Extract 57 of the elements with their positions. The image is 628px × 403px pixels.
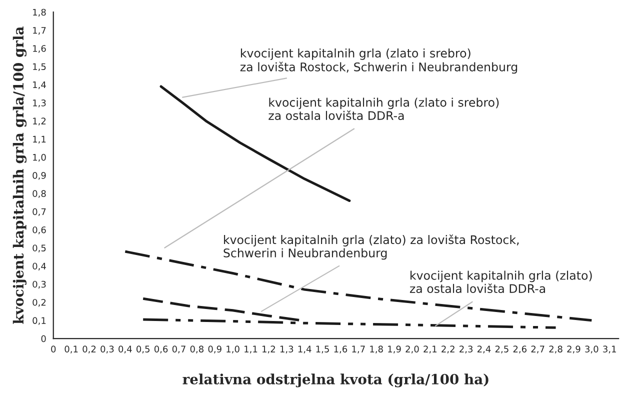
x-tick-label: 2,5 <box>495 346 508 354</box>
x-tick-label: 1,3 <box>280 346 294 354</box>
x-tick-label: 1,5 <box>316 346 329 354</box>
x-tick-label: 1,2 <box>262 346 275 354</box>
y-tick-label: 0 <box>41 335 46 342</box>
x-tick-label: 0,8 <box>190 346 204 354</box>
y-tick-label: 0,1 <box>32 317 46 325</box>
y-axis-title: kvocijent kapitalnih grla grla/100 grla <box>12 26 27 324</box>
y-tick-label: 1,8 <box>33 8 46 17</box>
x-tick-label: 2,1 <box>424 346 437 354</box>
x-axis-title: relativna odstrjelna kvota (grla/100 ha) <box>182 374 488 388</box>
x-tick-label: 1,8 <box>370 346 383 354</box>
y-tick-label: 1,5 <box>33 63 46 71</box>
x-tick-label: 0,6 <box>154 346 168 354</box>
y-tick-label: 1,0 <box>33 154 46 162</box>
x-tick-label: 2,9 <box>567 346 580 354</box>
x-tick-label: 1,7 <box>352 346 365 354</box>
annotation: kvocijent kapitalnih grla (zlato) za lovišta Rostock, Schwerin i Neubrandenburg <box>224 234 519 260</box>
x-tick-label: 1,9 <box>388 346 401 354</box>
annotation: kvocijent kapitalnih grla (zlato i srebro) za ostala lovišta DDR-a <box>268 98 499 120</box>
x-tick-label: 2,3 <box>460 346 473 354</box>
x-tick-label: 3,1 <box>603 346 616 354</box>
y-tick-label: 0,2 <box>32 298 46 307</box>
x-tick-label: 2,6 <box>513 346 527 354</box>
x-tick-label: 0,4 <box>118 346 132 354</box>
y-tick-label: 1,3 <box>33 99 46 108</box>
x-tick-label: 1,6 <box>334 346 348 354</box>
x-tick-label: 0,7 <box>172 346 186 354</box>
y-tick-label: 1,1 <box>33 136 46 144</box>
x-tick-label: 1,4 <box>298 346 312 354</box>
x-tick-label: 0,9 <box>208 346 222 354</box>
y-tick-label: 1,6 <box>33 45 46 53</box>
x-tick-label: 2,7 <box>531 346 544 354</box>
y-tick-label: 0,3 <box>32 280 46 289</box>
x-tick-label: 1,1 <box>244 346 258 354</box>
y-tick-label: 0,5 <box>32 244 46 252</box>
y-tick-label: 0,7 <box>32 208 46 216</box>
y-tick-label: 0,9 <box>32 172 46 180</box>
x-tick-label: 0 <box>51 346 56 352</box>
y-tick-label: 0,8 <box>32 190 46 198</box>
x-tick-label: 2,8 <box>549 346 562 354</box>
y-tick-label: 1,2 <box>33 118 46 126</box>
x-tick-label: 0,2 <box>82 346 96 354</box>
x-tick-label: 1,0 <box>226 346 240 354</box>
annotation: kvocijent kapitalnih grla (zlato) za ostala lovišta DDR-a <box>410 270 592 294</box>
y-tick-label: 0,6 <box>32 226 46 234</box>
x-tick-label: 0,1 <box>64 346 78 354</box>
x-tick-label: 0,3 <box>100 346 114 354</box>
y-tick-label: 1,4 <box>33 81 46 90</box>
x-tick-label: 2,2 <box>442 346 454 354</box>
y-tick-label: 0,4 <box>32 262 46 270</box>
annotation: kvocijent kapitalnih grla (zlato i srebro) za lovišta Rostock, Schwerin i Neubrandenburg <box>240 48 518 74</box>
y-tick-label: 1,7 <box>33 27 46 35</box>
x-tick-label: 2,0 <box>406 346 419 354</box>
x-tick-label: 3,0 <box>585 346 598 354</box>
x-tick-label: 0,5 <box>136 346 150 354</box>
x-tick-label: 2,4 <box>477 346 491 354</box>
